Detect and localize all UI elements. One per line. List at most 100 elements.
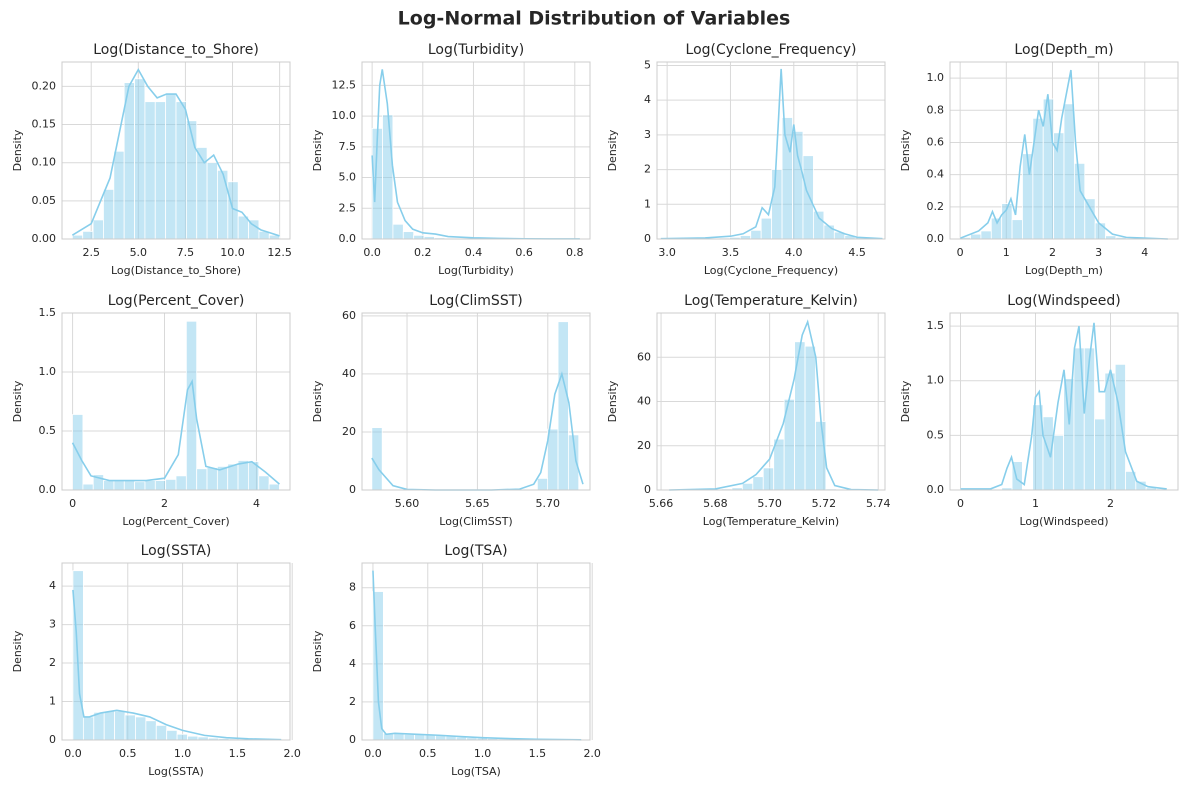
y-tick-label: 1 (49, 695, 56, 708)
x-tick-label: 0 (69, 497, 76, 510)
plot-frame (949, 312, 1179, 491)
y-tick-label: 60 (637, 350, 651, 363)
x-axis-label: Log(Windspeed) (1019, 515, 1108, 528)
y-axis-label: Density (11, 380, 24, 422)
histogram-bar (71, 234, 84, 240)
y-axis-label: Density (899, 129, 912, 171)
kde-line (960, 322, 1167, 490)
x-tick-label: 5.60 (395, 497, 420, 510)
y-tick-label: 0.0 (927, 483, 945, 496)
figure-title: Log-Normal Distribution of Variables (398, 8, 791, 30)
y-tick-label: 0 (644, 232, 651, 245)
x-tick-label: 5.74 (866, 497, 891, 510)
x-axis-label: Log(Temperature_Kelvin) (703, 515, 839, 528)
plot-frame (61, 312, 291, 491)
y-tick-label: 4 (49, 579, 56, 592)
y-tick-label: 0.0 (39, 483, 57, 496)
histogram-bar (802, 155, 814, 240)
y-tick-label: 60 (342, 309, 356, 322)
histogram-bar (1094, 418, 1106, 491)
x-tick-label: 0.6 (515, 246, 533, 259)
histogram-bar (970, 233, 982, 240)
x-axis-label: Log(TSA) (451, 765, 501, 778)
histogram-bar (82, 483, 94, 491)
y-tick-label: 2 (349, 695, 356, 708)
histogram-bar (82, 716, 95, 741)
histogram-bar (154, 101, 167, 240)
x-tick-label: 0.2 (414, 246, 432, 259)
histogram-bar (123, 82, 135, 240)
histogram-bar (144, 480, 156, 491)
histogram-bar (227, 463, 239, 491)
histogram-bar (1114, 363, 1126, 491)
y-tick-label: 10.0 (332, 109, 357, 122)
x-tick-label: 2 (1107, 497, 1114, 510)
histogram-bar (382, 114, 394, 240)
x-tick-label: 1.0 (174, 747, 192, 760)
y-tick-label: 7.5 (339, 140, 357, 153)
x-tick-label: 7.5 (177, 246, 195, 259)
x-tick-label: 0.0 (64, 747, 82, 760)
histogram-bar (114, 710, 126, 741)
histogram-bar (175, 101, 187, 240)
y-tick-label: 0.20 (32, 79, 57, 92)
y-tick-label: 3 (49, 618, 56, 631)
histogram-bar (739, 235, 752, 240)
histogram-bar (1063, 103, 1075, 240)
x-tick-label: 1.5 (529, 747, 547, 760)
y-axis-label: Density (606, 380, 619, 422)
x-axis-label: Log(Percent_Cover) (122, 515, 229, 528)
y-tick-label: 1 (644, 197, 651, 210)
y-tick-label: 3 (644, 128, 651, 141)
plot-area (62, 563, 290, 740)
subplot-title: Log(Distance_to_Shore) (93, 42, 259, 58)
histogram-bar (175, 475, 187, 491)
y-tick-label: 0.5 (39, 424, 57, 437)
histogram-bar (536, 477, 549, 491)
histogram-bar (268, 483, 280, 491)
x-tick-label: 0 (957, 497, 964, 510)
histogram-bar (1063, 378, 1075, 491)
x-tick-label: 12.5 (267, 246, 292, 259)
histogram-bar (145, 720, 157, 741)
x-tick-label: 5.0 (130, 246, 148, 259)
kde-line (72, 589, 282, 741)
histogram-bar (124, 714, 136, 741)
x-tick-label: 2 (161, 497, 168, 510)
subplot-title: Log(Depth_m) (1014, 42, 1113, 58)
x-tick-label: 2 (1049, 246, 1056, 259)
histogram-bar (103, 189, 115, 240)
histogram-bar (165, 478, 177, 491)
kde-line (669, 319, 879, 491)
plot-area (362, 62, 590, 239)
histogram-bar (1052, 434, 1065, 491)
histogram-bar (135, 716, 147, 741)
y-tick-label: 0.05 (32, 194, 57, 207)
x-tick-label: 0.5 (119, 747, 137, 760)
plot-frame (61, 61, 291, 240)
y-tick-label: 0 (349, 483, 356, 496)
subplot-title: Log(Windspeed) (1007, 293, 1120, 309)
histogram-bar (134, 481, 146, 491)
y-tick-label: 0.0 (927, 232, 945, 245)
plot-frame (949, 61, 1179, 240)
y-tick-label: 0.0 (339, 232, 357, 245)
histogram-bar (206, 162, 218, 240)
x-tick-label: 0.5 (419, 747, 437, 760)
y-tick-label: 1.0 (927, 71, 945, 84)
histogram-bar (413, 234, 425, 240)
y-tick-label: 1.5 (927, 319, 945, 332)
subplot-title: Log(SSTA) (141, 543, 212, 559)
y-axis-label: Density (311, 129, 324, 171)
subplot-title: Log(TSA) (444, 543, 507, 559)
y-tick-label: 0.15 (32, 118, 57, 131)
x-axis-label: Log(Depth_m) (1025, 264, 1103, 277)
x-tick-label: 0 (957, 246, 964, 259)
histogram-bar (392, 223, 404, 240)
plot-frame (61, 562, 291, 741)
x-axis-label: Log(Turbidity) (438, 264, 514, 277)
x-tick-label: 5.65 (465, 497, 490, 510)
y-tick-label: 20 (342, 425, 356, 438)
